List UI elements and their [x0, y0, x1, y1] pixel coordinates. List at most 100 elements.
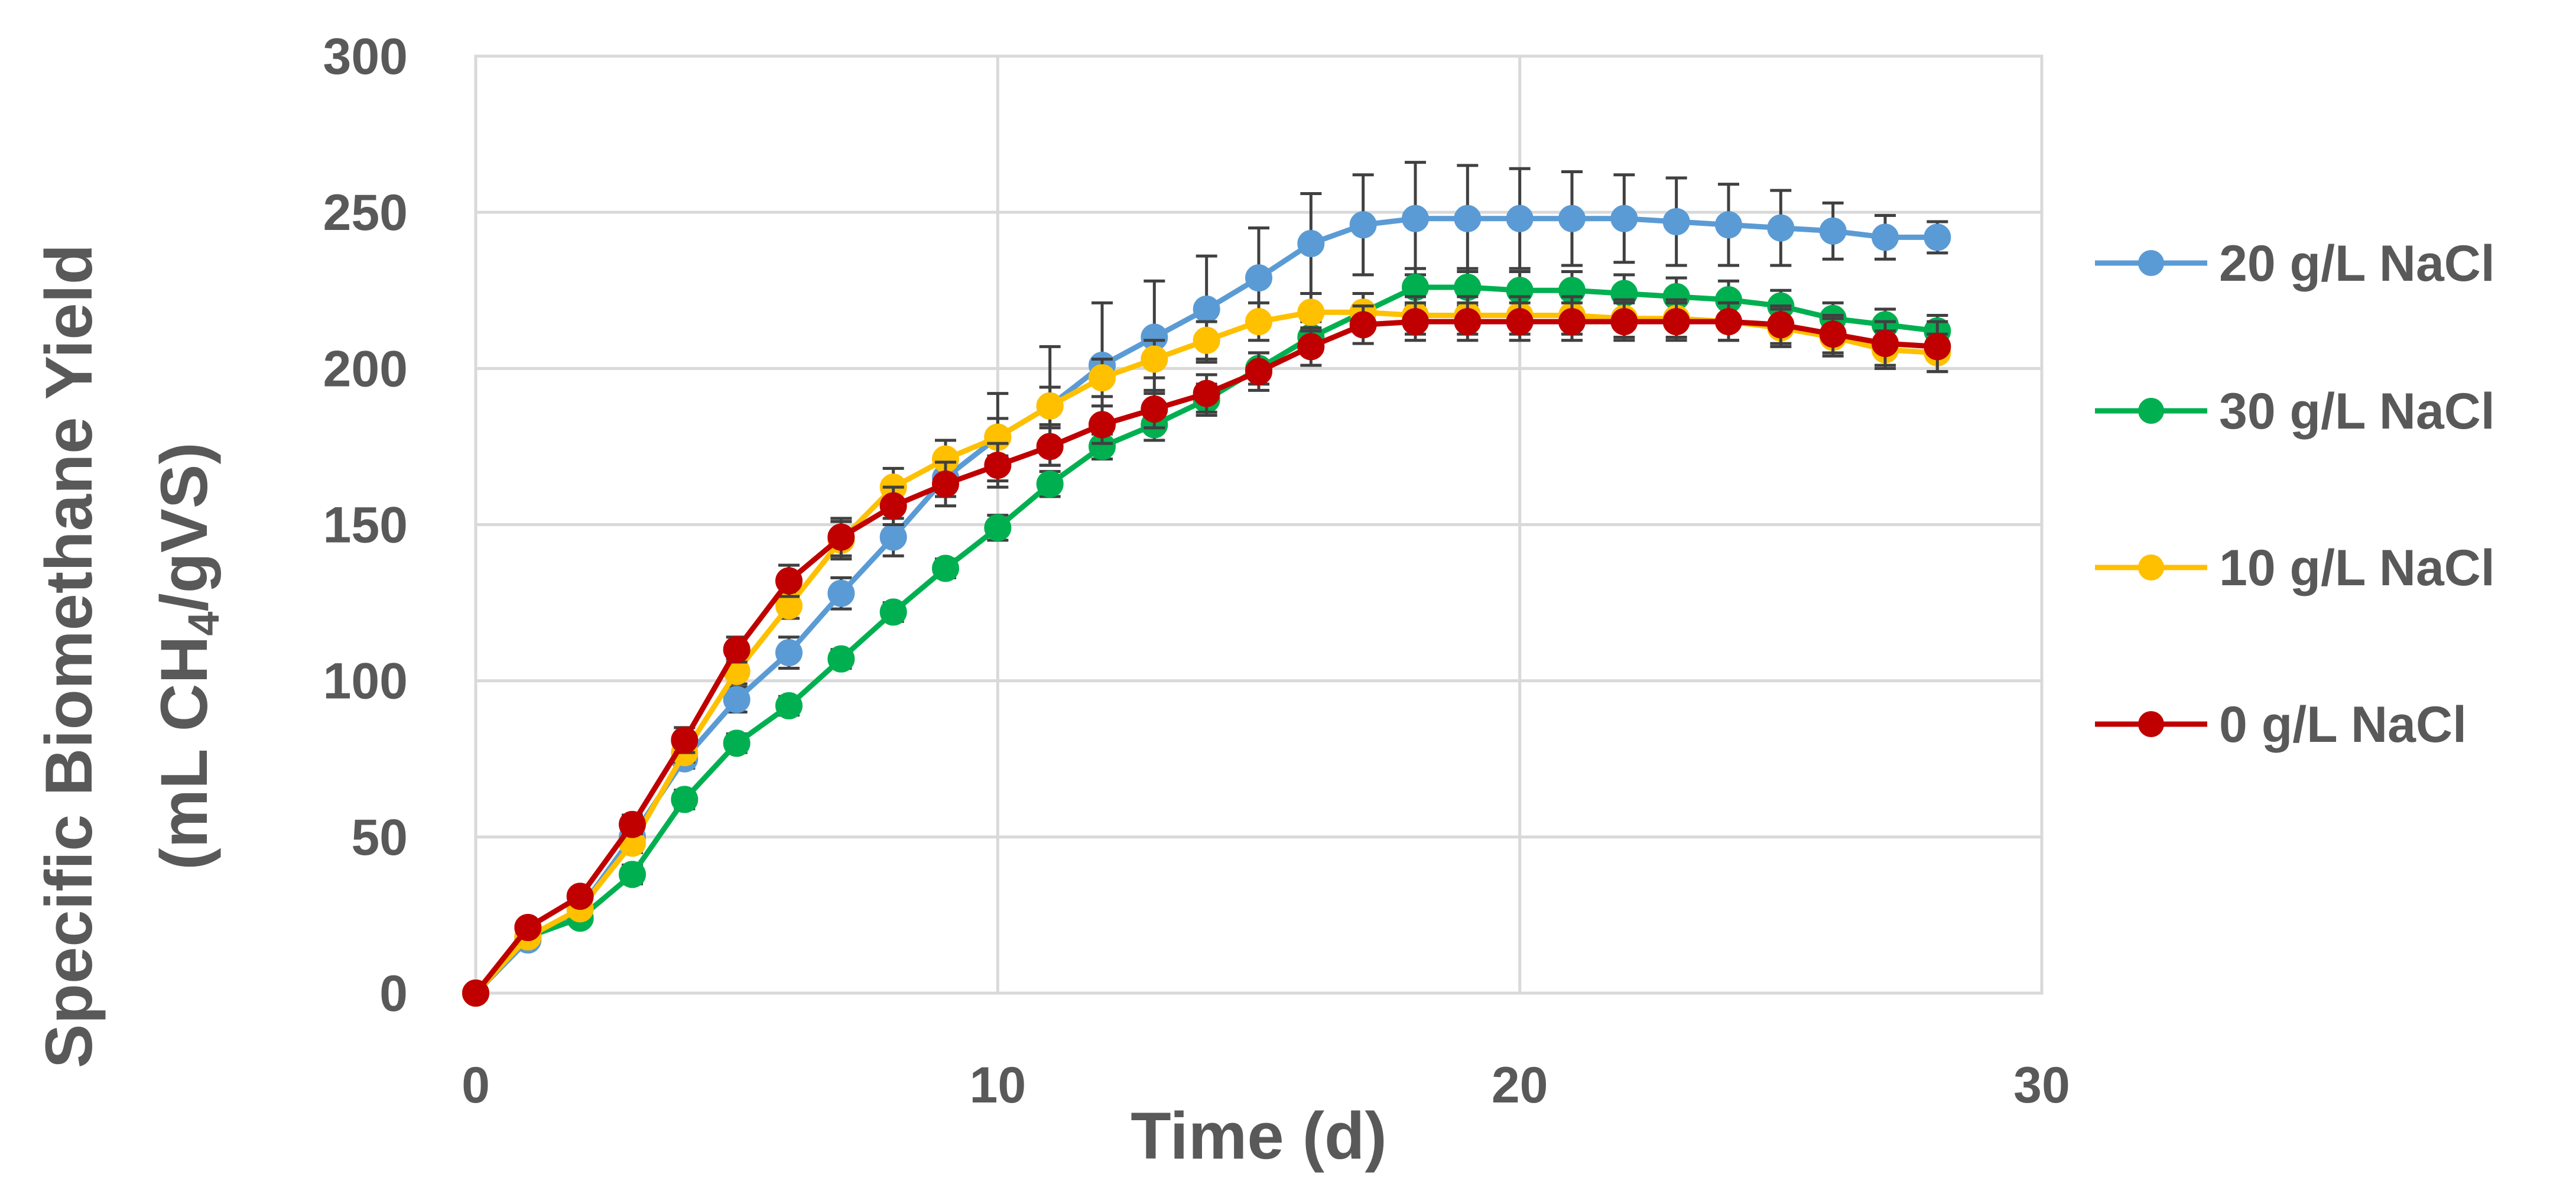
- legend: 20 g/L NaCl 30 g/L NaCl 10 g/L NaCl 0 g/L N…: [2095, 235, 2495, 753]
- data-point: [1349, 211, 1377, 239]
- data-point: [566, 883, 594, 910]
- data-point: [1193, 380, 1220, 407]
- data-point: [1402, 308, 1429, 336]
- y-axis-title-prefix: (mL CH: [147, 636, 221, 870]
- legend-label: 10 g/L NaCl: [2219, 540, 2495, 596]
- x-tick-label: 10: [969, 1057, 1026, 1114]
- data-point: [775, 639, 803, 667]
- data-point: [1924, 333, 1951, 361]
- data-point: [1036, 470, 1064, 498]
- data-point: [1245, 308, 1272, 336]
- data-point: [1036, 392, 1064, 420]
- y-axis-title-line1: Specific Biomethane Yield: [32, 244, 106, 1068]
- data-point: [1872, 330, 1899, 358]
- data-point: [1089, 411, 1116, 439]
- data-point: [619, 861, 646, 888]
- data-point: [1297, 230, 1325, 257]
- markers: [462, 205, 1951, 1007]
- data-point: [723, 729, 751, 757]
- data-point: [619, 810, 646, 838]
- y-axis-title-line2: (mL CH4/gVS): [147, 442, 228, 870]
- data-point: [1819, 217, 1847, 245]
- data-point: [1245, 358, 1272, 385]
- error-bars: [517, 301, 1948, 936]
- data-point: [1245, 264, 1272, 292]
- series-3: [462, 301, 1951, 1007]
- data-point: [1767, 214, 1795, 242]
- data-point: [462, 980, 489, 1007]
- legend-swatch-marker: [2138, 398, 2164, 424]
- data-point: [514, 914, 542, 942]
- legend-item: 30 g/L NaCl: [2095, 383, 2495, 440]
- data-point: [775, 567, 803, 595]
- data-point: [932, 554, 959, 582]
- data-point: [1767, 311, 1795, 339]
- data-point: [1193, 295, 1220, 323]
- data-point: [1872, 223, 1899, 251]
- data-point: [1297, 333, 1325, 361]
- data-point: [1715, 308, 1742, 336]
- series-group: [462, 161, 1951, 1007]
- y-tick-label: 100: [323, 653, 408, 710]
- data-point: [1454, 308, 1482, 336]
- data-point: [879, 598, 907, 626]
- data-point: [1610, 308, 1638, 336]
- data-point: [1558, 308, 1586, 336]
- data-point: [1402, 205, 1429, 232]
- data-point: [1141, 345, 1168, 373]
- data-point: [1506, 308, 1534, 336]
- y-tick-label: 150: [323, 497, 408, 554]
- y-axis-title: Specific Biomethane Yield (mL CH4/gVS): [32, 244, 228, 1068]
- y-tick-label: 200: [323, 340, 408, 397]
- legend-item: 10 g/L NaCl: [2095, 540, 2495, 596]
- grid: [474, 54, 2044, 995]
- data-point: [723, 635, 751, 663]
- data-point: [1454, 205, 1482, 232]
- x-tick-label: 30: [2013, 1057, 2070, 1114]
- x-axis-title: Time (d): [1131, 1099, 1387, 1173]
- error-bars: [517, 292, 1948, 945]
- data-point: [671, 786, 699, 813]
- legend-item: 0 g/L NaCl: [2095, 696, 2467, 753]
- data-point: [1506, 205, 1534, 232]
- legend-swatch-marker: [2138, 554, 2164, 580]
- data-point: [1349, 311, 1377, 339]
- legend-label: 30 g/L NaCl: [2219, 383, 2495, 440]
- data-point: [1924, 223, 1951, 251]
- data-point: [1610, 205, 1638, 232]
- data-point: [1558, 205, 1586, 232]
- data-point: [879, 492, 907, 520]
- y-tick-label: 250: [323, 184, 408, 241]
- y-axis-title-suffix: /gVS): [147, 442, 221, 611]
- data-point: [723, 686, 751, 713]
- y-tick-label: 0: [379, 965, 408, 1022]
- data-point: [1141, 395, 1168, 423]
- markers: [462, 308, 1951, 1007]
- data-point: [1662, 308, 1690, 336]
- data-point: [984, 452, 1012, 479]
- legend-swatch-marker: [2138, 711, 2164, 737]
- data-point: [775, 692, 803, 719]
- data-point: [984, 514, 1012, 541]
- y-tick-label: 50: [351, 809, 408, 866]
- data-point: [827, 523, 855, 551]
- data-point: [879, 523, 907, 551]
- data-point: [1715, 211, 1742, 239]
- data-point: [827, 579, 855, 607]
- data-point: [1193, 326, 1220, 354]
- data-point: [1662, 208, 1690, 236]
- y-tick-label: 300: [323, 28, 408, 85]
- data-point: [1297, 299, 1325, 326]
- data-point: [827, 645, 855, 673]
- legend-label: 0 g/L NaCl: [2219, 696, 2467, 753]
- data-point: [1036, 433, 1064, 460]
- legend-item: 20 g/L NaCl: [2095, 235, 2495, 292]
- legend-swatch-marker: [2138, 250, 2164, 276]
- data-point: [932, 470, 959, 498]
- x-tick-label: 0: [462, 1057, 490, 1114]
- data-point: [1819, 320, 1847, 348]
- legend-label: 20 g/L NaCl: [2219, 235, 2495, 292]
- data-point: [671, 727, 699, 754]
- y-axis-title-subscript: 4: [179, 611, 228, 635]
